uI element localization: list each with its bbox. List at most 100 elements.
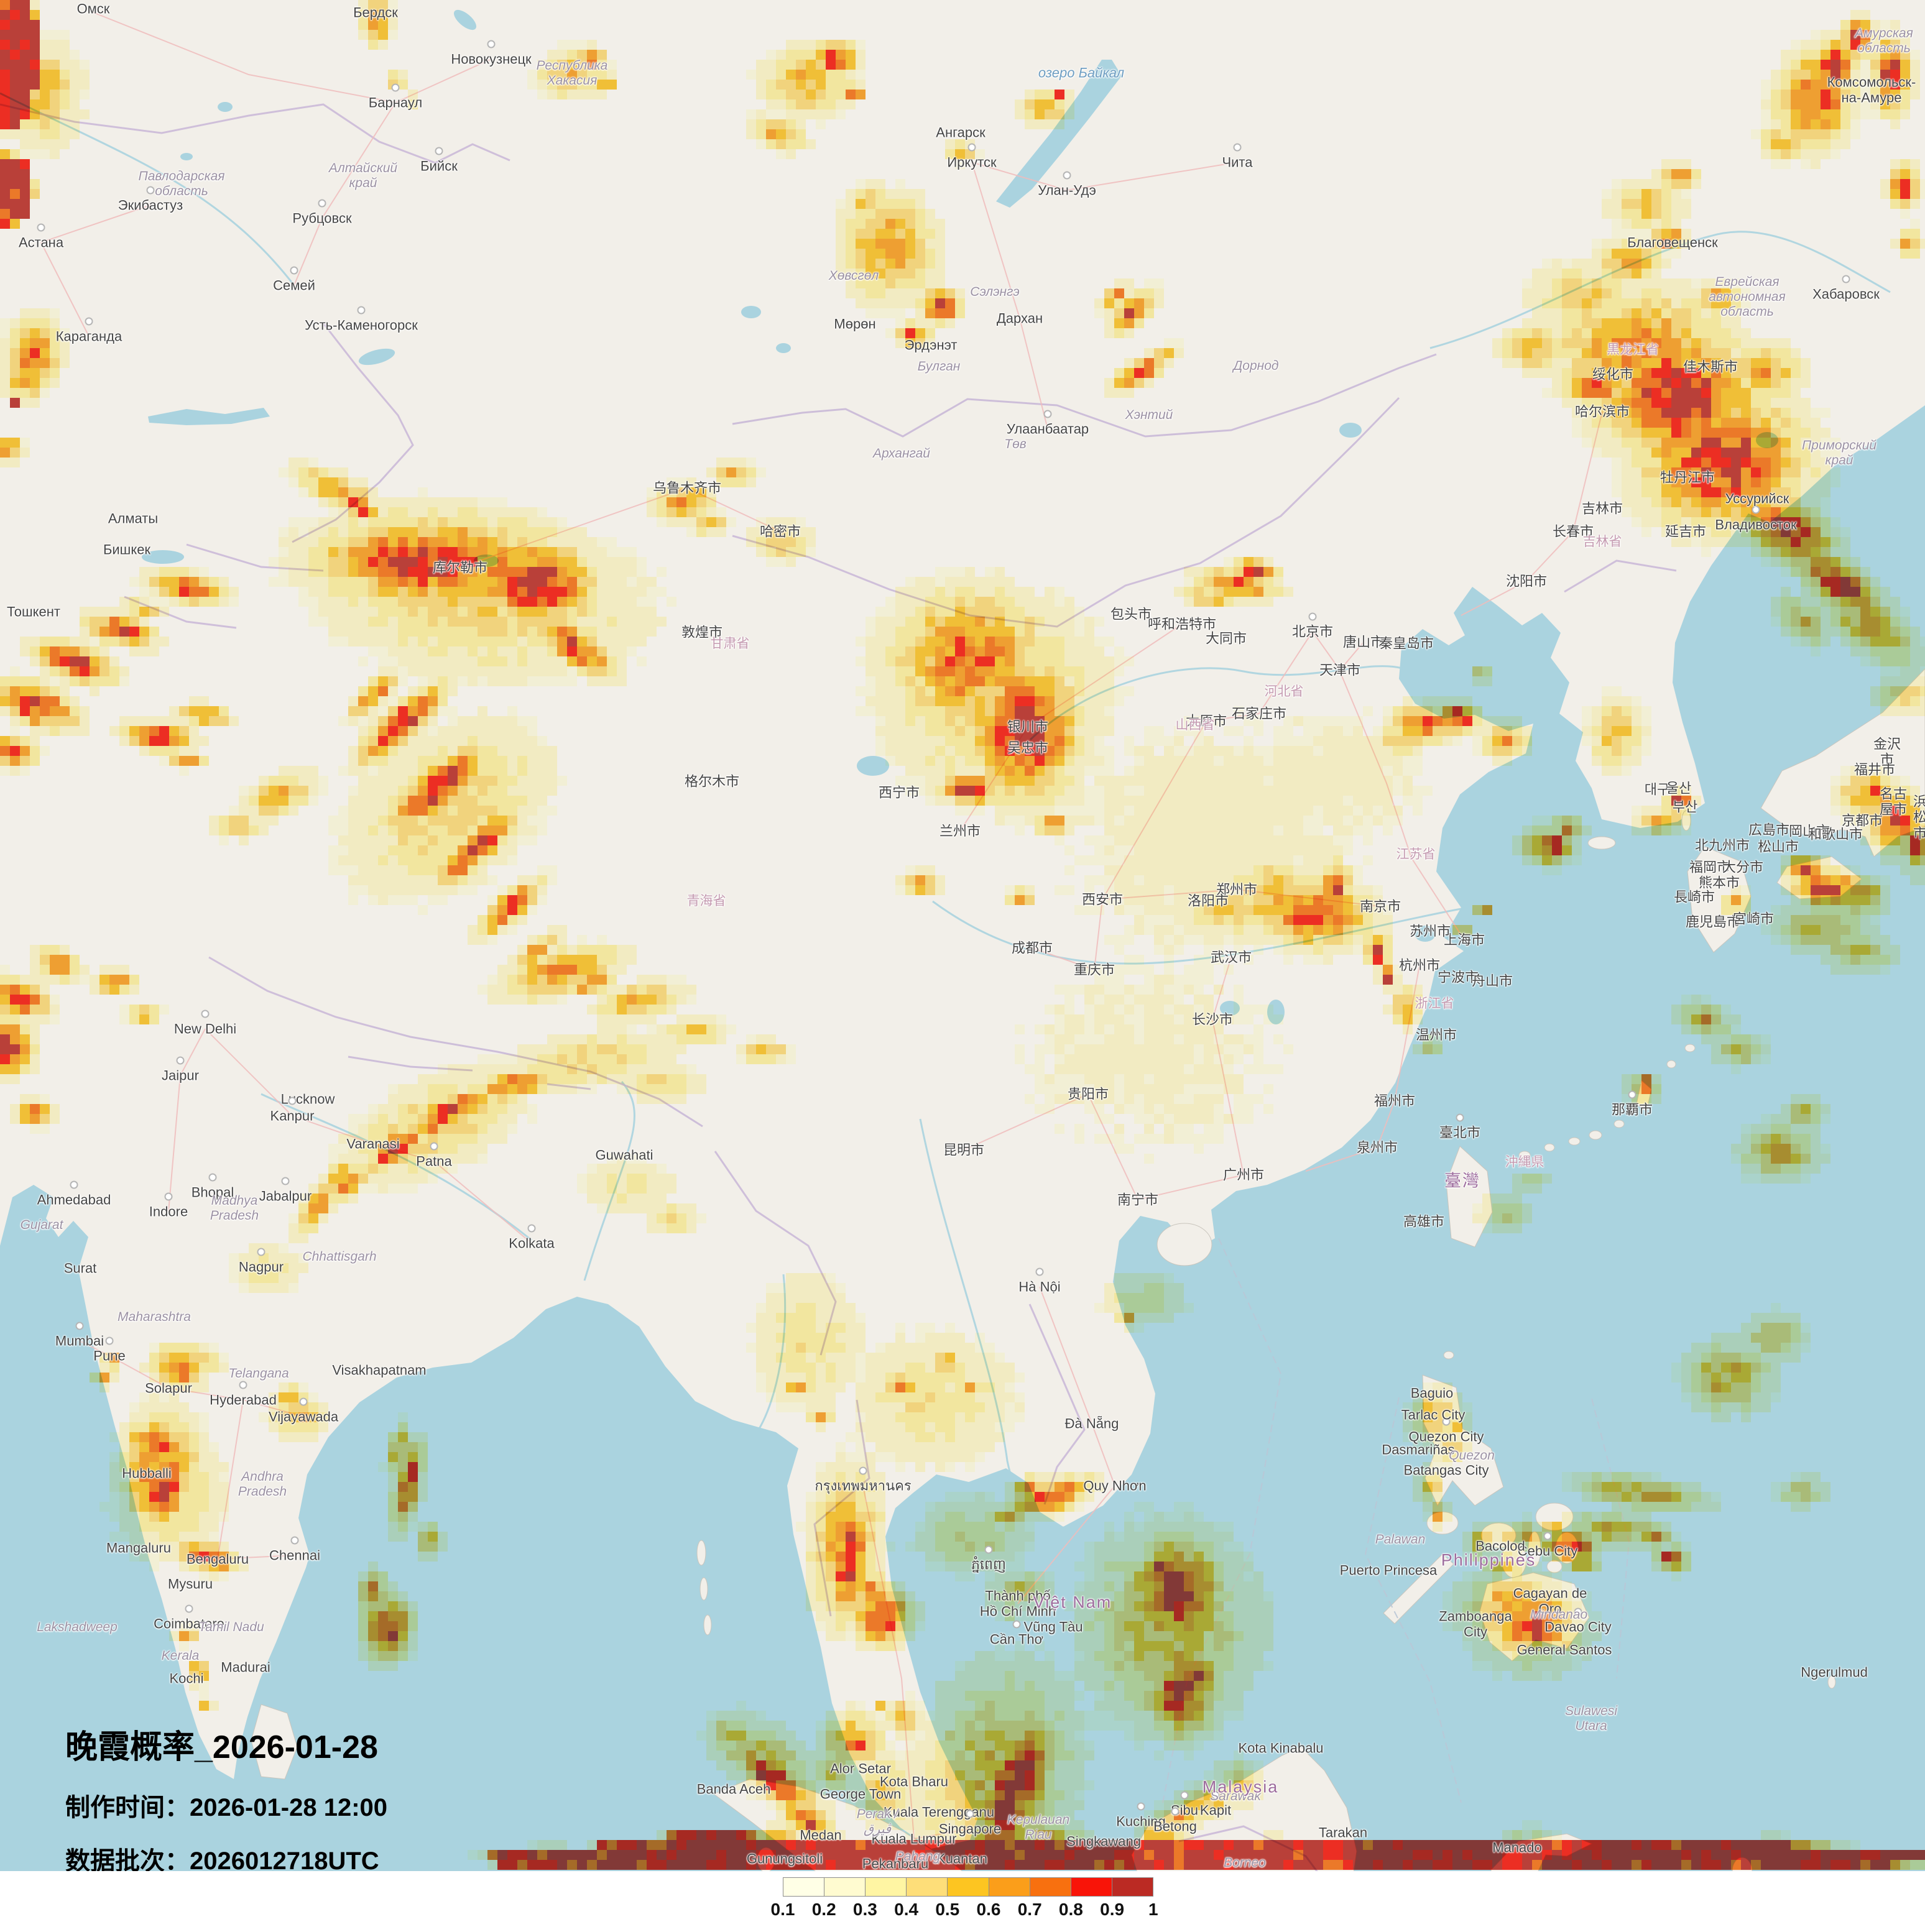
map-label: Мөрөн — [834, 316, 876, 332]
page-title: 晚霞概率_2026-01-28 — [65, 1729, 378, 1765]
map-label: Ngerulmud — [1801, 1664, 1868, 1680]
map-label: 唐山市 — [1342, 634, 1385, 650]
map-label: 重庆市 — [1073, 962, 1115, 978]
city-marker-dot — [105, 1336, 114, 1345]
map-label: Ангарск — [936, 124, 986, 140]
map-label: 洛阳市 — [1187, 893, 1229, 909]
map-label: 南京市 — [1359, 898, 1401, 914]
city-marker-dot — [1012, 1620, 1021, 1629]
map-label: Бийск — [420, 158, 458, 174]
map-label: General Santos — [1516, 1642, 1612, 1658]
map-label: Solapur — [145, 1380, 192, 1396]
legend-tick: 0.1 — [770, 1900, 795, 1919]
map-label: Pahang — [895, 1849, 941, 1864]
map-label: Vũng Tàu — [1023, 1619, 1083, 1635]
map-label: Quezon City — [1408, 1428, 1484, 1445]
map-label: 和歌山市 — [1807, 826, 1863, 842]
map-label: Cebu City — [1517, 1543, 1578, 1559]
city-marker-dot — [239, 1381, 247, 1389]
map-label: Бердск — [353, 4, 398, 21]
map-label: 武汉市 — [1210, 949, 1252, 965]
map-label: Philippines — [1441, 1550, 1536, 1570]
map-label: Барнаул — [368, 94, 423, 111]
city-marker-dot — [281, 1177, 290, 1185]
legend-cell — [866, 1878, 907, 1896]
city-marker-dot — [1211, 1791, 1220, 1800]
legend-tick: 0.2 — [811, 1900, 836, 1919]
legend-colorbar — [783, 1877, 1153, 1897]
map-label: Приморский край — [1801, 438, 1877, 467]
map-label: 福岡市 — [1689, 859, 1731, 875]
legend-cell — [948, 1878, 989, 1896]
map-label: Kuantan — [936, 1851, 987, 1867]
city-marker-dot — [290, 1536, 299, 1545]
city-marker-dot — [288, 1097, 297, 1105]
map-label: 乌鲁木齐市 — [652, 480, 722, 496]
map-label: 西安市 — [1081, 891, 1124, 908]
map-label: Kerala — [161, 1648, 200, 1663]
legend-tick: 0.3 — [852, 1900, 877, 1919]
city-marker-dot — [318, 199, 326, 208]
map-label: 山西省 — [1175, 717, 1215, 732]
city-marker-dot — [984, 1545, 993, 1554]
map-label: Алтайский край — [328, 160, 398, 190]
legend-cell — [783, 1878, 825, 1896]
map-label: 부산 — [1672, 799, 1698, 815]
map-label: กรุงเทพมหานคร — [815, 1478, 912, 1494]
map-label: 浙江省 — [1415, 996, 1454, 1011]
city-marker-dot — [859, 1466, 867, 1475]
map-label: Mysuru — [167, 1576, 213, 1592]
city-marker-dot — [1308, 612, 1317, 621]
map-label: Тошкент — [7, 604, 60, 620]
legend-cell — [1030, 1878, 1071, 1896]
map-label: 高雄市 — [1403, 1213, 1445, 1230]
map-label: Jaipur — [162, 1067, 199, 1083]
map-label: 舟山市 — [1471, 973, 1513, 989]
map-label: Семей — [273, 277, 315, 293]
map-label: Dasmariñas — [1382, 1442, 1455, 1458]
map-label: Việt Nam — [1033, 1593, 1112, 1612]
map-label: Караганда — [55, 328, 122, 344]
map-label: Хабаровск — [1812, 286, 1880, 302]
map-label: Coimbatore — [154, 1616, 224, 1632]
map-label: Mangaluru — [106, 1540, 171, 1556]
legend-tick: 0.7 — [1017, 1900, 1042, 1919]
city-marker-dot — [257, 1248, 265, 1256]
map-label: 天津市 — [1319, 662, 1361, 678]
map-label: 岡山市 — [1788, 823, 1830, 839]
map-label: Guwahati — [595, 1147, 653, 1163]
map-label: Хөвсгөл — [828, 268, 879, 283]
city-marker-dot — [1543, 1532, 1552, 1540]
map-label: Gunungsitoli — [746, 1851, 823, 1867]
map-label: 대구 — [1644, 781, 1670, 798]
map-label: 贵阳市 — [1067, 1086, 1109, 1102]
map-label: Chennai — [269, 1547, 320, 1563]
map-label: Manado — [1492, 1839, 1542, 1856]
legend-cell — [1112, 1878, 1153, 1896]
map-label: 泉州市 — [1356, 1139, 1398, 1156]
city-marker-dot — [1842, 275, 1850, 283]
map-label: Patna — [416, 1153, 452, 1169]
map-label: 鹿児島市 — [1685, 914, 1741, 930]
map-label: 兰州市 — [939, 823, 981, 839]
map-label: Borneo — [1224, 1855, 1266, 1870]
map-label: Чита — [1222, 154, 1253, 170]
map-label: Madhya Pradesh — [210, 1193, 259, 1223]
map-label: Cần Thơ — [989, 1631, 1044, 1647]
map-label: Medan — [800, 1827, 842, 1843]
map-label: Sulawesi Utara — [1564, 1703, 1618, 1733]
map-label: Эрдэнэт — [904, 337, 958, 353]
map-label: Омск — [76, 1, 110, 17]
map-label: 包头市 — [1110, 606, 1152, 622]
map-label: 臺灣 — [1444, 1171, 1480, 1190]
city-marker-dot — [185, 1604, 193, 1613]
map-label: Hyderabad — [210, 1392, 277, 1408]
map-label: Mindanao — [1530, 1607, 1588, 1622]
map-label: Kuala Terengganu — [883, 1804, 995, 1820]
map-label: Усть-Каменогорск — [305, 317, 418, 333]
map-label: Indore — [149, 1203, 188, 1220]
city-marker-dot — [1442, 1417, 1451, 1426]
map-label: Kota Bharu — [879, 1773, 949, 1790]
